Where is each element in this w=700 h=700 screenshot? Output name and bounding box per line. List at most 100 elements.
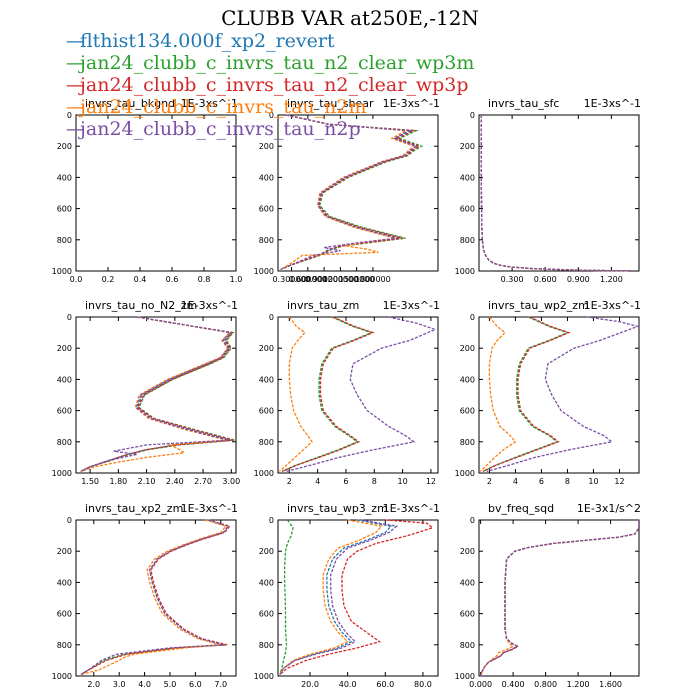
x-tick-label: 12 <box>614 477 624 486</box>
y-tick-label: 400 <box>259 578 274 587</box>
y-tick-label: 0 <box>269 313 274 322</box>
x-tick-label: 0.800 <box>534 680 557 689</box>
y-tick-label: 1000 <box>254 267 274 276</box>
series-line <box>80 316 231 473</box>
y-tick-label: 1000 <box>52 267 72 276</box>
y-tick-label: 800 <box>460 641 475 650</box>
chart-panel: invrs_tau_zm 1E-3xs^-1 0 200 400 600 800 1000 2 4… <box>254 299 440 486</box>
series-line <box>80 519 227 676</box>
x-tick-label: 3.0 <box>113 680 126 689</box>
panel-title: invrs_tau_no_N2_zm <box>85 299 197 312</box>
x-tick-label: 10 <box>588 477 598 486</box>
plot-frame <box>478 316 640 474</box>
y-tick-label: 600 <box>460 610 475 619</box>
x-tick-label: 1.0 <box>230 275 243 284</box>
y-tick-label: 200 <box>259 142 274 151</box>
chart-panel: invrs_tau_sfc 1E-3xs^-1 0 200 400 600 800 1000 0… <box>455 97 641 284</box>
y-tick-label: 800 <box>259 641 274 650</box>
series-line <box>482 316 571 472</box>
plot-frame <box>75 114 237 272</box>
chart-panel: invrs_tau_shear 1E-3xs^-1 0 200 400 600 800 100… <box>254 97 440 284</box>
legend-item: —jan24_clubb_c_invrs_tau_n2_clear_wp3p <box>66 74 474 96</box>
x-tick-label: 0.600000 <box>289 275 327 284</box>
legend-item: —jan24_clubb_c_invrs_tau_n2m <box>66 96 474 118</box>
y-tick-label: 1000 <box>455 267 475 276</box>
legend-item: —jan24_clubb_c_invrs_tau_n2p <box>66 118 474 140</box>
series-line <box>80 316 232 472</box>
legend-line-icon: — <box>66 30 85 52</box>
x-tick-label: 6.0 <box>189 680 202 689</box>
panel-title: invrs_tau_shear <box>287 97 374 110</box>
y-tick-label: 0 <box>269 516 274 525</box>
y-tick-label: 1000 <box>254 672 274 681</box>
plot-frame <box>277 316 439 474</box>
series-line <box>80 316 234 472</box>
legend-line-icon: — <box>66 52 85 74</box>
x-tick-label: 1200000 <box>323 275 359 284</box>
y-tick-label: 600 <box>57 610 72 619</box>
series-line <box>480 115 634 272</box>
legend-label: flthist134.000f_xp2_revert <box>80 30 335 52</box>
x-tick-label: 0.4 <box>134 275 147 284</box>
y-tick-label: 0 <box>470 313 475 322</box>
series-line <box>279 519 294 675</box>
x-tick-label: 0.000 <box>469 680 492 689</box>
series-line <box>480 115 634 272</box>
x-tick-label: 4 <box>315 477 320 486</box>
panel-units: 1E-3xs^-1 <box>584 97 641 110</box>
series-line <box>281 316 374 472</box>
x-tick-label: 6 <box>343 477 348 486</box>
x-tick-label: 0.6 <box>166 275 179 284</box>
y-tick-label: 0 <box>269 111 274 120</box>
series-line <box>279 519 383 675</box>
y-tick-label: 800 <box>57 438 72 447</box>
panel-units: 1E-3xs^-1 <box>181 299 238 312</box>
x-tick-label: 0.300 <box>501 275 524 284</box>
panel-title: invrs_tau_wp2_zm <box>488 299 589 312</box>
series-line <box>482 316 570 472</box>
x-tick-label: 0.8 <box>198 275 211 284</box>
y-tick-label: 200 <box>57 344 72 353</box>
y-tick-label: 200 <box>57 547 72 556</box>
y-tick-label: 200 <box>460 344 475 353</box>
x-tick-label: 80.0 <box>414 680 432 689</box>
y-tick-label: 1000 <box>455 469 475 478</box>
legend-item: —jan24_clubb_c_invrs_tau_n2_clear_wp3m <box>66 52 474 74</box>
x-tick-label: 12 <box>426 477 436 486</box>
x-tick-label: 0.2 <box>102 275 115 284</box>
series-line <box>279 519 393 675</box>
series-line <box>281 316 375 472</box>
series-line <box>286 316 438 473</box>
series-line <box>278 316 313 472</box>
y-tick-label: 200 <box>259 547 274 556</box>
y-tick-label: 600 <box>460 407 475 416</box>
y-tick-label: 0 <box>67 516 72 525</box>
legend-label: jan24_clubb_c_invrs_tau_n2_clear_wp3p <box>80 74 469 96</box>
y-tick-label: 400 <box>57 173 72 182</box>
series-line <box>280 114 418 270</box>
panel-title: invrs_tau_xp2_zm <box>85 502 183 515</box>
legend: —flthist134.000f_xp2_revert —jan24_clubb… <box>66 30 474 140</box>
y-tick-label: 400 <box>57 578 72 587</box>
x-tick-label: 1.200 <box>567 680 590 689</box>
y-tick-label: 600 <box>57 205 72 214</box>
plot-frame <box>478 519 640 677</box>
series-line <box>480 115 634 272</box>
y-tick-label: 0 <box>67 111 72 120</box>
x-tick-label: 1.80 <box>109 477 127 486</box>
legend-label: jan24_clubb_c_invrs_tau_n2m <box>80 96 367 118</box>
series-line <box>281 316 374 472</box>
chart-panel: invrs_tau_bkgnd 1E-3xs^-1 0 200 400 600 800 100… <box>52 97 243 284</box>
legend-line-icon: — <box>66 96 85 118</box>
series-line <box>486 316 640 473</box>
y-tick-label: 600 <box>460 205 475 214</box>
chart-panel: bv_freq_sqd 1E-3x1/s^2020040060080010000.… <box>455 502 641 689</box>
panel-title: invrs_tau_bkgnd <box>85 97 175 110</box>
y-tick-label: 800 <box>259 236 274 245</box>
x-tick-label: 2.70 <box>194 477 212 486</box>
x-tick-label: 4 <box>513 477 518 486</box>
